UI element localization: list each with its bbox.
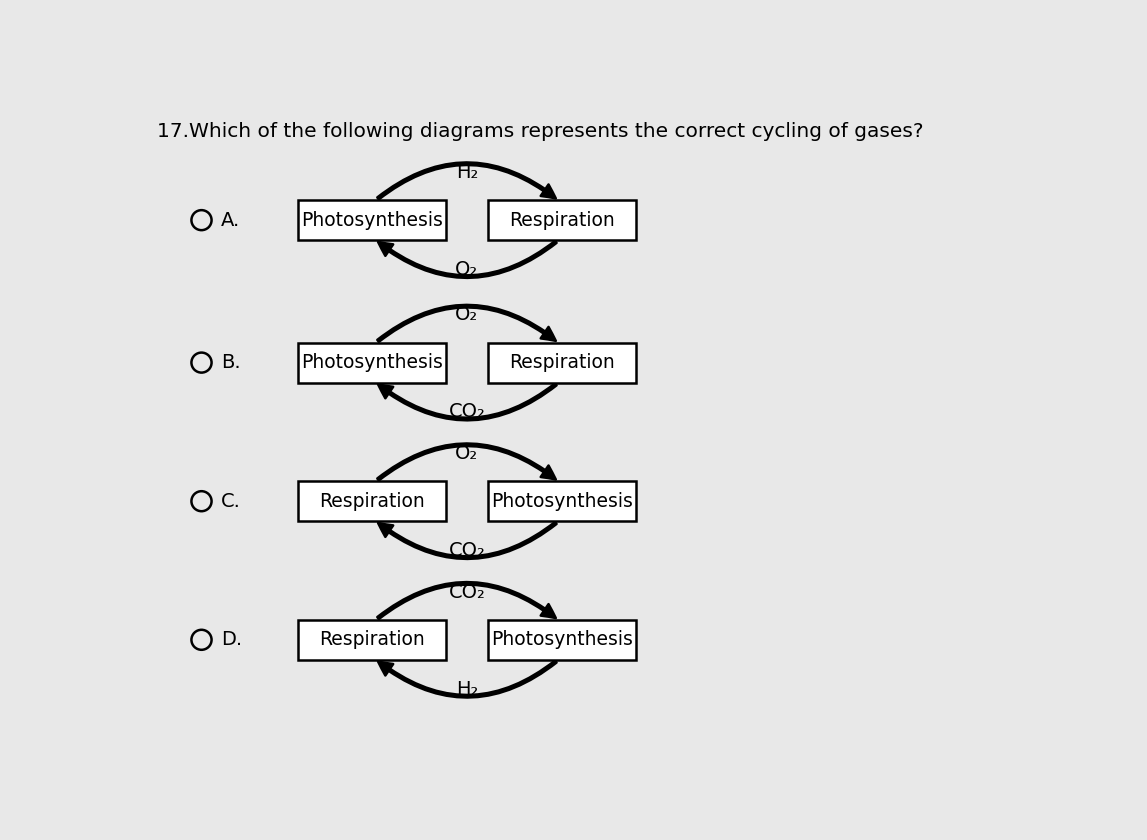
Text: H₂: H₂ [455,163,478,182]
Text: Photosynthesis: Photosynthesis [491,491,633,511]
Text: O₂: O₂ [455,444,478,463]
Text: CO₂: CO₂ [448,541,485,560]
Text: Respiration: Respiration [509,211,615,229]
Text: B.: B. [221,353,241,372]
Text: O₂: O₂ [455,306,478,324]
FancyBboxPatch shape [298,343,446,382]
FancyBboxPatch shape [298,620,446,660]
FancyBboxPatch shape [489,343,635,382]
Text: CO₂: CO₂ [448,402,485,422]
FancyBboxPatch shape [298,200,446,240]
FancyArrowPatch shape [377,582,556,619]
Text: Respiration: Respiration [319,630,424,649]
FancyArrowPatch shape [377,305,556,342]
Text: 17.Which of the following diagrams represents the correct cycling of gases?: 17.Which of the following diagrams repre… [157,123,923,141]
FancyBboxPatch shape [298,481,446,521]
Text: Respiration: Respiration [319,491,424,511]
FancyArrowPatch shape [379,660,556,697]
Text: C.: C. [221,491,241,511]
FancyBboxPatch shape [489,481,635,521]
Text: D.: D. [221,630,242,649]
FancyBboxPatch shape [489,620,635,660]
FancyBboxPatch shape [489,200,635,240]
Text: O₂: O₂ [455,260,478,279]
Text: A.: A. [221,211,240,229]
Text: H₂: H₂ [455,680,478,699]
Text: Photosynthesis: Photosynthesis [301,353,443,372]
Text: Photosynthesis: Photosynthesis [301,211,443,229]
Text: Photosynthesis: Photosynthesis [491,630,633,649]
FancyArrowPatch shape [379,383,556,420]
FancyArrowPatch shape [377,444,556,480]
FancyArrowPatch shape [379,522,556,559]
FancyArrowPatch shape [377,162,556,199]
FancyArrowPatch shape [379,241,556,278]
Text: Respiration: Respiration [509,353,615,372]
Text: CO₂: CO₂ [448,583,485,601]
